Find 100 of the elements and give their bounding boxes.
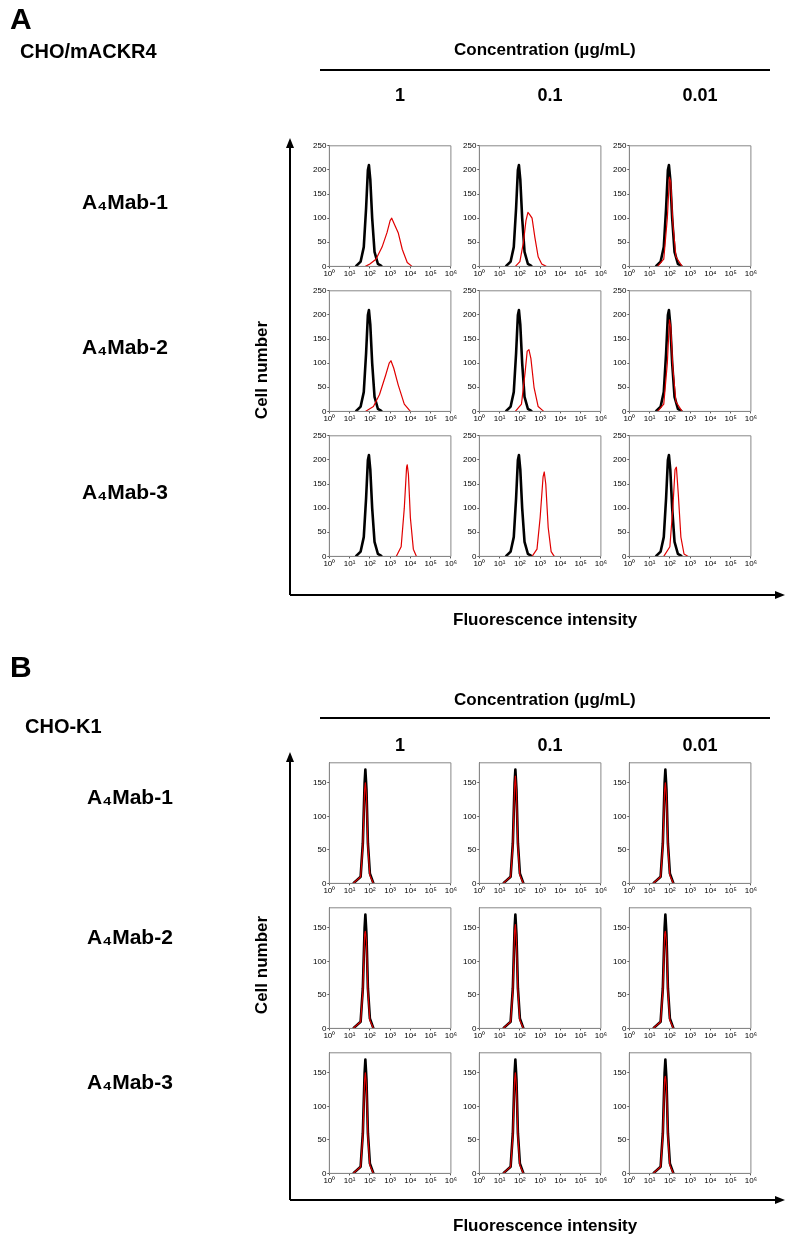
x-tick-label: 10⁶ xyxy=(594,269,608,279)
x-tick-label: 10⁴ xyxy=(404,886,418,896)
y-tick-label: 150 xyxy=(612,189,627,199)
y-tick-label: 50 xyxy=(467,382,477,392)
text: A₄Mab-2 xyxy=(87,925,173,949)
y-tick-label: 100 xyxy=(612,956,627,966)
x-tick-label: 10¹ xyxy=(343,414,356,424)
x-tick-label: 10⁶ xyxy=(594,559,608,569)
x-tick-label: 10⁴ xyxy=(554,1176,568,1186)
y-tick-label: 0 xyxy=(471,261,477,271)
y-tick-label: 100 xyxy=(312,956,327,966)
y-tick-label: 150 xyxy=(462,923,477,933)
y-tick-label: 200 xyxy=(312,455,327,465)
y-tick-label: 100 xyxy=(462,503,477,513)
y-tick-label: 150 xyxy=(312,189,327,199)
x-tick-label: 10⁴ xyxy=(554,269,568,279)
x-tick-label: 10¹ xyxy=(643,414,656,424)
x-tick-label: 10² xyxy=(364,414,376,424)
text: A₄Mab-1 xyxy=(82,190,168,214)
x-tick-label: 10¹ xyxy=(643,1176,656,1186)
x-tick-label: 10³ xyxy=(384,886,397,896)
y-tick-label: 100 xyxy=(312,358,327,368)
x-tick-label: 10³ xyxy=(684,559,697,569)
x-tick-label: 10² xyxy=(364,269,376,279)
x-tick-label: 10⁴ xyxy=(704,1031,718,1041)
y-tick-label: 0 xyxy=(471,878,477,888)
x-tick-label: 10² xyxy=(664,1176,676,1186)
y-tick-label: 150 xyxy=(312,479,327,489)
y-tick-label: 50 xyxy=(317,527,327,537)
x-tick-label: 10¹ xyxy=(643,1031,656,1041)
x-tick-label: 10² xyxy=(514,886,526,896)
y-tick-label: 200 xyxy=(312,165,327,175)
x-tick-label: 10⁶ xyxy=(444,886,458,896)
x-tick-label: 10⁴ xyxy=(404,1176,418,1186)
x-tick-label: 10⁰ xyxy=(623,269,636,279)
x-tick-label: 10⁵ xyxy=(574,269,587,279)
x-tick-label: 10⁶ xyxy=(594,1176,608,1186)
x-tick-label: 10⁵ xyxy=(424,1031,437,1041)
x-tick-label: 10³ xyxy=(534,1031,547,1041)
x-tick-label: 10³ xyxy=(684,886,697,896)
x-tick-label: 10² xyxy=(664,886,676,896)
x-tick-label: 10³ xyxy=(684,269,697,279)
y-tick-label: 50 xyxy=(467,527,477,537)
text: 1 xyxy=(395,85,406,106)
y-tick-label: 150 xyxy=(312,778,327,788)
x-tick-label: 10² xyxy=(514,1176,526,1186)
x-tick-label: 10³ xyxy=(684,414,697,424)
x-tick-label: 10¹ xyxy=(493,886,506,896)
x-tick-label: 10⁶ xyxy=(744,1176,758,1186)
x-tick-label: 10⁴ xyxy=(704,559,718,569)
y-tick-label: 150 xyxy=(462,334,477,344)
x-tick-label: 10¹ xyxy=(343,886,356,896)
x-tick-label: 10⁰ xyxy=(473,414,486,424)
y-tick-label: 100 xyxy=(462,811,477,821)
x-tick-label: 10⁶ xyxy=(444,269,458,279)
text: A₄Mab-3 xyxy=(87,1070,173,1094)
x-tick-label: 10⁶ xyxy=(444,559,458,569)
x-tick-label: 10⁴ xyxy=(704,886,718,896)
x-tick-label: 10⁰ xyxy=(323,414,336,424)
x-tick-label: 10² xyxy=(364,559,376,569)
x-tick-label: 10² xyxy=(664,414,676,424)
x-tick-label: 10⁵ xyxy=(574,1176,587,1186)
x-tick-label: 10⁶ xyxy=(594,1031,608,1041)
x-tick-label: 10² xyxy=(364,1031,376,1041)
x-tick-label: 10⁰ xyxy=(323,269,336,279)
x-tick-label: 10¹ xyxy=(343,559,356,569)
x-tick-label: 10⁶ xyxy=(594,414,608,424)
x-tick-label: 10⁴ xyxy=(704,1176,718,1186)
x-tick-label: 10⁴ xyxy=(704,269,718,279)
y-tick-label: 50 xyxy=(467,1135,477,1145)
x-tick-label: 10⁰ xyxy=(473,1176,486,1186)
x-tick-label: 10² xyxy=(364,886,376,896)
y-tick-label: 200 xyxy=(462,455,477,465)
x-tick-label: 10³ xyxy=(534,886,547,896)
y-tick-label: 150 xyxy=(312,923,327,933)
x-tick-label: 10⁶ xyxy=(744,1031,758,1041)
x-tick-label: 10⁴ xyxy=(554,559,568,569)
x-tick-label: 10⁵ xyxy=(424,269,437,279)
y-tick-label: 100 xyxy=(612,811,627,821)
y-tick-label: 50 xyxy=(467,990,477,1000)
y-tick-label: 250 xyxy=(612,286,627,295)
y-tick-label: 150 xyxy=(612,1068,627,1078)
y-tick-label: 250 xyxy=(612,141,627,150)
x-tick-label: 10⁶ xyxy=(444,1031,458,1041)
x-tick-label: 10² xyxy=(514,269,526,279)
y-tick-label: 50 xyxy=(467,237,477,247)
x-tick-label: 10⁵ xyxy=(724,269,737,279)
text: Fluorescence intensity xyxy=(453,610,638,630)
y-tick-label: 0 xyxy=(471,551,477,561)
text: 0.1 xyxy=(537,85,563,106)
text: Fluorescence intensity xyxy=(453,1216,638,1236)
y-tick-label: 200 xyxy=(612,165,627,175)
y-tick-label: 150 xyxy=(612,334,627,344)
y-tick-label: 250 xyxy=(612,431,627,440)
y-tick-label: 0 xyxy=(471,1023,477,1033)
y-tick-label: 250 xyxy=(312,286,327,295)
text: CHO/mACKR4 xyxy=(20,40,157,63)
x-tick-label: 10⁶ xyxy=(444,1176,458,1186)
y-tick-label: 150 xyxy=(612,479,627,489)
y-tick-label: 0 xyxy=(321,1023,327,1033)
